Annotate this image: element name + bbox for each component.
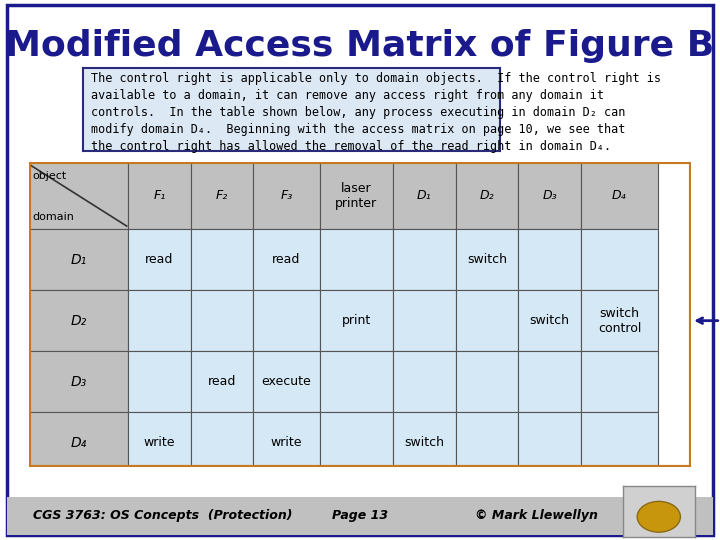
Bar <box>253 412 320 473</box>
Bar <box>29 229 128 290</box>
Bar <box>191 162 253 229</box>
Bar <box>253 162 320 229</box>
Bar <box>581 162 658 229</box>
Bar <box>518 290 581 351</box>
Text: D₂: D₂ <box>71 314 86 328</box>
Bar <box>320 162 393 229</box>
Text: The control right is applicable only to domain objects.  If the control right is: The control right is applicable only to … <box>91 72 661 153</box>
Text: laser
printer: laser printer <box>336 181 377 210</box>
Bar <box>29 290 128 351</box>
Bar <box>191 229 253 290</box>
Bar <box>29 162 128 229</box>
Text: D₃: D₃ <box>71 375 86 389</box>
Bar <box>393 162 456 229</box>
Bar <box>29 351 128 412</box>
Text: D₃: D₃ <box>542 189 557 202</box>
Text: © Mark Llewellyn: © Mark Llewellyn <box>475 509 598 522</box>
Text: F₃: F₃ <box>280 189 292 202</box>
Bar <box>191 412 253 473</box>
Bar <box>253 290 320 351</box>
Text: switch: switch <box>529 314 570 327</box>
Text: D₁: D₁ <box>417 189 432 202</box>
Text: print: print <box>342 314 371 327</box>
Text: write: write <box>144 436 175 449</box>
Bar <box>191 351 253 412</box>
Bar <box>581 290 658 351</box>
Bar <box>518 351 581 412</box>
Bar <box>253 229 320 290</box>
Text: switch: switch <box>467 253 507 266</box>
Bar <box>581 351 658 412</box>
Bar <box>29 412 128 473</box>
Bar <box>393 229 456 290</box>
Text: switch: switch <box>405 436 444 449</box>
Bar <box>320 351 393 412</box>
Text: F₁: F₁ <box>153 189 166 202</box>
Text: CGS 3763: OS Concepts  (Protection): CGS 3763: OS Concepts (Protection) <box>32 509 292 522</box>
Bar <box>456 290 518 351</box>
Text: D₂: D₂ <box>480 189 494 202</box>
Bar <box>456 162 518 229</box>
Text: domain: domain <box>32 212 74 222</box>
Bar <box>128 412 191 473</box>
Text: F₂: F₂ <box>216 189 228 202</box>
Bar <box>393 412 456 473</box>
Text: read: read <box>208 375 236 388</box>
Text: Modified Access Matrix of Figure B: Modified Access Matrix of Figure B <box>5 29 715 63</box>
Text: switch
control: switch control <box>598 307 641 335</box>
Bar <box>128 229 191 290</box>
Bar <box>393 351 456 412</box>
Ellipse shape <box>637 501 680 532</box>
Text: read: read <box>272 253 300 266</box>
Bar <box>393 290 456 351</box>
Bar <box>518 229 581 290</box>
Bar <box>128 162 191 229</box>
Text: D₄: D₄ <box>612 189 626 202</box>
Text: read: read <box>145 253 174 266</box>
Bar <box>320 290 393 351</box>
Bar <box>518 162 581 229</box>
Bar <box>456 229 518 290</box>
Text: D₄: D₄ <box>71 436 86 450</box>
Bar <box>128 290 191 351</box>
Text: Page 13: Page 13 <box>332 509 388 522</box>
Bar <box>456 351 518 412</box>
Bar <box>320 412 393 473</box>
Bar <box>518 412 581 473</box>
Text: write: write <box>271 436 302 449</box>
Text: object: object <box>32 171 67 181</box>
Bar <box>456 412 518 473</box>
Text: D₁: D₁ <box>71 253 86 267</box>
Bar <box>320 229 393 290</box>
Bar <box>581 229 658 290</box>
Text: execute: execute <box>261 375 311 388</box>
Bar <box>191 290 253 351</box>
Bar <box>581 412 658 473</box>
Bar <box>128 351 191 412</box>
Bar <box>253 351 320 412</box>
